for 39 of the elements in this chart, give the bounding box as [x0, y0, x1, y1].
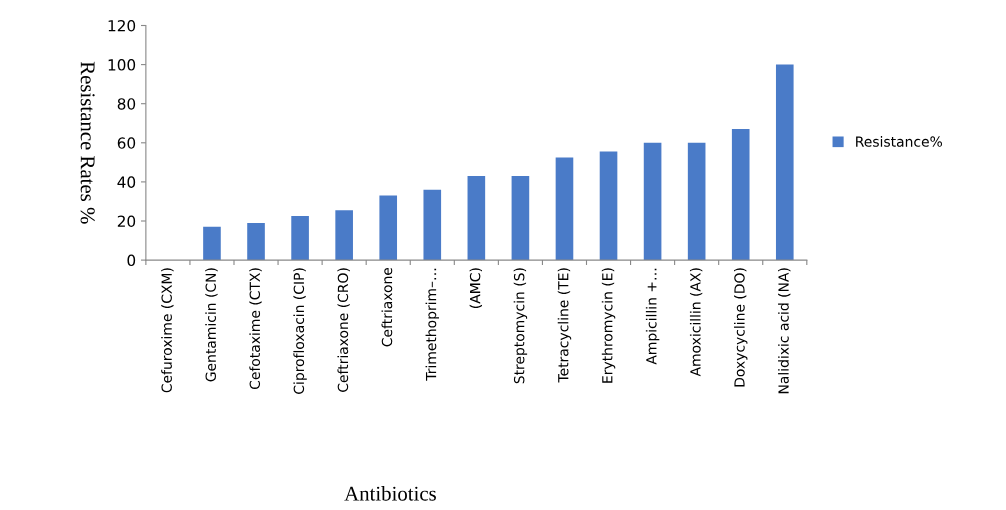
bar: [335, 210, 353, 261]
x-tick-label: Ampicillin +…: [645, 268, 660, 365]
legend-label: Resistance%: [856, 136, 943, 147]
bar: [247, 222, 265, 261]
x-tick-label: Cefuroxime (CXM): [161, 268, 174, 393]
x-axis-title: Antibiotics: [344, 486, 436, 501]
bar: [775, 64, 794, 261]
bar: [423, 189, 442, 261]
x-tick-label: Ceftriaxone: [381, 267, 393, 347]
bar: [687, 142, 706, 261]
x-tick-label: Cefotaxime (CTX): [249, 268, 262, 390]
y-axis-title: Resistance Rates %: [80, 61, 95, 224]
y-tick-label: 40: [117, 176, 136, 188]
x-tick-label: Gentamicin (CN): [205, 268, 218, 382]
y-tick-label: 20: [117, 215, 136, 228]
bar: [555, 157, 574, 261]
x-tick-label: Ceftriaxone (CRO): [337, 268, 350, 392]
x-tick-label: Trimethoprim–…: [425, 268, 439, 381]
bar: [599, 151, 618, 261]
y-tick-label: 100: [108, 59, 136, 71]
x-tick-label: Doxycycline (DO): [734, 268, 748, 387]
x-tick-label: Ciprofloxacin (CIP): [293, 268, 307, 394]
x-tick-label: Nalidixic acid (NA): [778, 268, 791, 394]
y-tick-label: 0: [127, 254, 136, 267]
x-tick-label: Amoxicillin (AX): [689, 268, 703, 377]
bar: [379, 195, 398, 261]
bar: [467, 176, 486, 261]
bar: [291, 216, 309, 261]
bar: [203, 226, 221, 261]
x-tick-label: Erythromycin (E): [601, 268, 616, 383]
bar: [511, 176, 530, 261]
y-tick-label: 120: [108, 19, 136, 32]
bar: [643, 142, 662, 261]
x-tick-label: Streptomycin (S): [513, 268, 528, 384]
y-tick-label: 80: [117, 98, 136, 110]
x-tick-label: Tetracycline (TE): [557, 268, 572, 383]
bar: [731, 129, 750, 261]
y-tick-label: 60: [117, 137, 136, 149]
x-tick-label: (AMC): [469, 268, 483, 308]
